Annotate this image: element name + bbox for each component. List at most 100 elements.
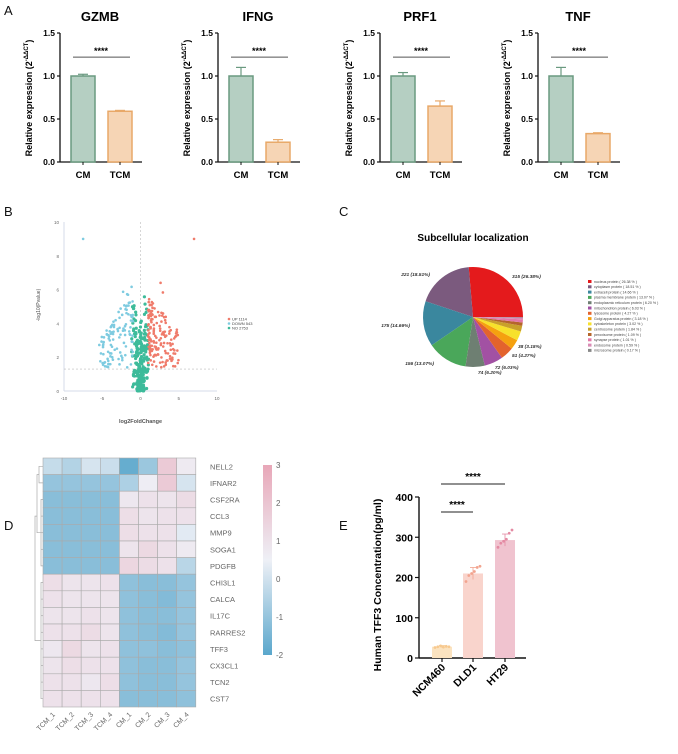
volcano-point-up bbox=[149, 338, 152, 341]
volcano-point-down bbox=[127, 330, 131, 333]
volcano-point-up bbox=[156, 353, 160, 356]
volcano-point-down bbox=[129, 319, 133, 322]
pie-slice bbox=[473, 317, 523, 320]
volcano-point-up bbox=[155, 321, 159, 325]
volcano-point-up bbox=[176, 361, 180, 365]
volcano-point-down bbox=[122, 341, 126, 345]
volcano-point-no bbox=[134, 313, 138, 317]
significance-label: **** bbox=[94, 46, 109, 56]
volcano-point-up bbox=[158, 324, 161, 328]
volcano-point-up bbox=[161, 360, 164, 364]
volcano-point-up bbox=[159, 281, 162, 285]
bar-cm bbox=[390, 75, 416, 163]
volcano-point-down bbox=[97, 343, 101, 347]
y-axis-label-superscript: -ΔΔCT bbox=[344, 42, 350, 61]
volcano-point-down bbox=[131, 313, 135, 317]
heatmap-cell bbox=[61, 490, 82, 509]
pie-callout-label: 74 (6.20%) bbox=[478, 370, 502, 376]
pie-slice bbox=[473, 317, 512, 358]
volcano-point-up bbox=[148, 348, 151, 351]
pie-callout-label: 156 (13.07%) bbox=[405, 361, 434, 367]
heatmap-cell bbox=[119, 607, 139, 625]
volcano-point-up bbox=[151, 347, 154, 351]
volcano-point-down bbox=[111, 338, 115, 341]
heatmap-cell bbox=[157, 557, 178, 575]
bar-chart-gzmb: GZMB 0.0 0.5 1.0 1.5 Relative expression (2-Δ… bbox=[24, 9, 142, 181]
row-label: IL17C bbox=[210, 612, 231, 621]
pie-slice bbox=[473, 317, 523, 318]
volcano-point-up bbox=[164, 334, 168, 337]
heatmap-cell bbox=[119, 690, 139, 708]
heatmap-cell bbox=[80, 590, 101, 608]
volcano-point-up bbox=[161, 312, 165, 315]
volcano-point-up bbox=[155, 348, 158, 351]
y-tick-label: 1.0 bbox=[363, 71, 375, 81]
volcano-point-down bbox=[100, 335, 104, 339]
heatmap-cell bbox=[42, 623, 63, 641]
volcano-point-no bbox=[134, 310, 138, 314]
heatmap-cell bbox=[80, 573, 101, 592]
heatmap-cell bbox=[176, 524, 197, 542]
volcano-point-up bbox=[148, 303, 152, 307]
legend-label: nucleus protein ( 26.38 % ) bbox=[594, 280, 637, 284]
panel-label-e: E bbox=[339, 518, 348, 533]
row-label: NELL2 bbox=[210, 462, 233, 471]
volcano-point-up bbox=[148, 344, 152, 347]
heatmap-cell bbox=[138, 573, 158, 592]
volcano-point-up bbox=[170, 358, 173, 361]
row-dendrogram-branch bbox=[34, 515, 41, 641]
volcano-point-up bbox=[147, 316, 150, 320]
panel-label-a: A bbox=[4, 3, 13, 18]
bar-ht29 bbox=[495, 540, 515, 658]
heatmap-cell bbox=[80, 656, 101, 675]
heatmap-cell bbox=[119, 590, 139, 608]
legend-label: plasma membrane protein ( 13.07 % ) bbox=[594, 296, 654, 300]
y-tick-label: 100 bbox=[395, 613, 413, 625]
heatmap-cell bbox=[80, 507, 101, 525]
heatmap-cell bbox=[80, 540, 101, 558]
y-axis-label: -log10(Pvalue) bbox=[36, 288, 42, 321]
volcano-point-down bbox=[118, 363, 121, 366]
y-axis-label: Relative expression (2-ΔΔCT) bbox=[24, 40, 34, 157]
column-label: CM_3 bbox=[153, 711, 171, 729]
pie-slice bbox=[425, 267, 473, 317]
row-label: CCL3 bbox=[210, 512, 229, 521]
heatmap-cell bbox=[42, 590, 63, 608]
x-tick-label: NCM460 bbox=[410, 662, 448, 700]
volcano-point-up bbox=[164, 363, 168, 367]
y-axis-label-main: Relative expression (2 bbox=[502, 61, 512, 156]
volcano-point-down bbox=[127, 301, 131, 305]
bar-cm bbox=[548, 75, 574, 163]
column-label: TCM_2 bbox=[55, 711, 76, 732]
volcano-point-down bbox=[112, 320, 115, 323]
volcano-point-up bbox=[164, 321, 168, 325]
volcano-point-up bbox=[149, 325, 152, 329]
heatmap-cell bbox=[176, 573, 197, 592]
volcano-point-down bbox=[109, 332, 113, 336]
volcano-point-up bbox=[173, 365, 177, 368]
volcano-point-no bbox=[131, 306, 136, 311]
significance-label: **** bbox=[572, 46, 587, 56]
volcano-point-no bbox=[136, 341, 140, 345]
heatmap-cell bbox=[157, 540, 178, 558]
heatmap-cell bbox=[119, 557, 139, 575]
volcano-point-up bbox=[166, 341, 169, 345]
volcano-point-down bbox=[106, 350, 110, 354]
colorbar-tick-label: 2 bbox=[276, 499, 281, 508]
volcano-point-no bbox=[137, 368, 141, 372]
legend-swatch bbox=[588, 306, 592, 310]
volcano-point-down bbox=[127, 304, 130, 307]
volcano-point-no bbox=[131, 382, 136, 387]
y-axis-label-main: Relative expression (2 bbox=[182, 61, 192, 156]
volcano-point-up bbox=[168, 325, 171, 329]
volcano-point-up bbox=[162, 365, 166, 368]
volcano-point-up bbox=[175, 328, 179, 331]
volcano-point-up bbox=[158, 338, 161, 342]
volcano-point-no bbox=[141, 371, 145, 375]
legend-swatch bbox=[588, 280, 592, 283]
legend-label: microsome protein ( 0.17 % ) bbox=[594, 349, 640, 353]
y-axis-label-superscript: -ΔΔCT bbox=[24, 42, 30, 61]
heatmap-cell bbox=[176, 457, 197, 475]
volcano-point-down bbox=[128, 332, 132, 336]
